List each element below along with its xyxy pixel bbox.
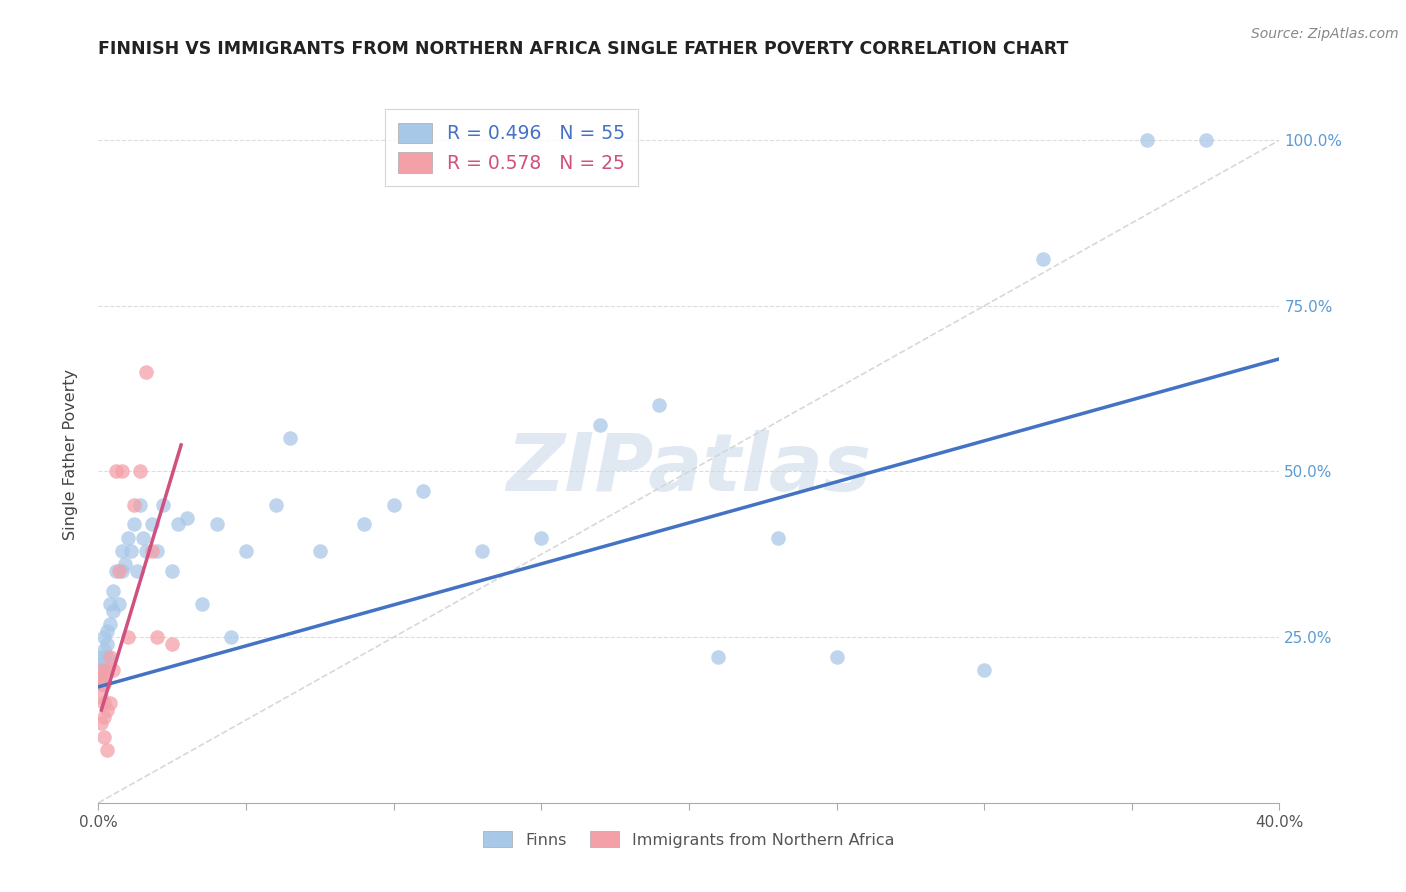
Point: [103, 583, 125, 598]
Point: [1195, 133, 1218, 147]
Point: [122, 498, 145, 512]
Point: [90, 657, 112, 671]
Point: [1136, 133, 1159, 147]
Point: [108, 597, 131, 611]
Point: [1032, 252, 1054, 267]
Point: [98, 616, 121, 631]
Point: [90, 670, 112, 684]
Point: [221, 630, 243, 644]
Point: [93, 697, 115, 711]
Point: [96, 624, 118, 638]
Point: [280, 431, 302, 445]
Point: [90, 676, 112, 690]
Point: [353, 517, 375, 532]
Point: [309, 544, 332, 558]
Point: [103, 663, 125, 677]
Point: [103, 604, 125, 618]
Point: [825, 650, 848, 665]
Point: [135, 544, 157, 558]
Point: [132, 531, 155, 545]
Point: [162, 637, 183, 651]
Point: [135, 365, 157, 379]
Point: [162, 564, 183, 578]
Point: [235, 544, 257, 558]
Y-axis label: Single Father Poverty: Single Father Poverty: [63, 369, 77, 541]
Point: [93, 709, 115, 723]
Point: [90, 670, 112, 684]
Point: [96, 637, 118, 651]
Text: FINNISH VS IMMIGRANTS FROM NORTHERN AFRICA SINGLE FATHER POVERTY CORRELATION CHA: FINNISH VS IMMIGRANTS FROM NORTHERN AFRI…: [98, 40, 1069, 58]
Point: [105, 564, 128, 578]
Point: [90, 676, 112, 690]
Point: [111, 544, 134, 558]
Point: [122, 517, 145, 532]
Point: [382, 498, 405, 512]
Point: [111, 465, 134, 479]
Point: [141, 517, 163, 532]
Point: [90, 650, 112, 665]
Point: [471, 544, 494, 558]
Point: [766, 531, 789, 545]
Point: [205, 517, 228, 532]
Point: [117, 531, 139, 545]
Point: [93, 643, 115, 657]
Point: [648, 398, 671, 412]
Point: [93, 676, 115, 690]
Point: [146, 630, 169, 644]
Point: [120, 544, 142, 558]
Text: Source: ZipAtlas.com: Source: ZipAtlas.com: [1251, 27, 1399, 41]
Point: [176, 511, 198, 525]
Point: [264, 498, 287, 512]
Point: [125, 564, 148, 578]
Point: [117, 630, 139, 644]
Point: [105, 465, 128, 479]
Point: [96, 650, 118, 665]
Text: ZIPatlas: ZIPatlas: [506, 430, 872, 508]
Point: [589, 418, 612, 433]
Point: [146, 544, 169, 558]
Point: [152, 498, 174, 512]
Point: [96, 743, 118, 757]
Point: [98, 697, 121, 711]
Point: [93, 730, 115, 744]
Point: [167, 517, 190, 532]
Point: [412, 484, 434, 499]
Point: [128, 465, 150, 479]
Point: [111, 564, 134, 578]
Point: [108, 564, 131, 578]
Point: [90, 663, 112, 677]
Point: [128, 498, 150, 512]
Point: [90, 690, 112, 704]
Point: [530, 531, 553, 545]
Point: [93, 663, 115, 677]
Point: [96, 663, 118, 677]
Point: [98, 597, 121, 611]
Point: [93, 650, 115, 665]
Point: [191, 597, 214, 611]
Point: [90, 716, 112, 731]
Point: [96, 703, 118, 717]
Point: [973, 663, 995, 677]
Point: [114, 558, 136, 572]
Point: [141, 544, 163, 558]
Point: [93, 630, 115, 644]
Legend: Finns, Immigrants from Northern Africa: Finns, Immigrants from Northern Africa: [477, 825, 901, 854]
Point: [90, 663, 112, 677]
Point: [98, 650, 121, 665]
Point: [707, 650, 730, 665]
